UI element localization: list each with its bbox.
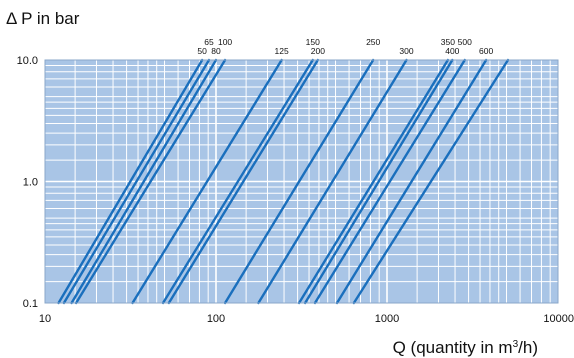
series-line-400 — [303, 58, 454, 305]
x-axis-label-suffix: /h) — [518, 338, 538, 357]
y-tick-labels: 0.1 1.0 10.0 — [17, 55, 38, 310]
plot-frame — [44, 59, 559, 304]
series-line-100 — [74, 58, 227, 305]
y-tick-label: 0.1 — [23, 298, 38, 310]
series-label-100: 100 — [218, 37, 232, 47]
series-line-500 — [313, 58, 466, 305]
series-line-65 — [62, 58, 211, 305]
series-label-65: 65 — [204, 37, 214, 47]
x-tick-labels: 10 100 1000 10000 — [39, 313, 574, 325]
x-tick-label: 1000 — [375, 313, 399, 325]
series-label-500: 500 — [458, 37, 472, 47]
series-label-150: 150 — [306, 37, 320, 47]
series-line-600 — [335, 58, 488, 305]
series-line-80 — [70, 58, 218, 305]
series-line-150 — [161, 58, 314, 305]
y-tick-label: 10.0 — [17, 55, 38, 67]
x-axis-label-prefix: Q (quantity in m — [393, 338, 513, 357]
x-tick-label: 10000 — [543, 313, 574, 325]
y-tick-label: 1.0 — [23, 177, 38, 189]
series-lines — [57, 58, 510, 305]
series-label-400: 400 — [445, 46, 459, 56]
x-axis-label: Q (quantity in m3/h) — [393, 338, 538, 357]
plot-area — [44, 58, 559, 305]
series-label-350: 350 — [441, 37, 455, 47]
x-axis-label-sup: 3 — [513, 339, 519, 350]
series-label-300: 300 — [399, 46, 413, 56]
series-label-600: 600 — [479, 46, 493, 56]
series-line-350 — [297, 58, 450, 305]
series-label-125: 125 — [275, 46, 289, 56]
series-line-125 — [131, 58, 283, 305]
series-label-250: 250 — [366, 37, 380, 47]
x-tick-label: 10 — [39, 313, 51, 325]
series-line-50 — [57, 58, 204, 305]
grid — [45, 60, 558, 303]
series-line-250 — [223, 58, 375, 305]
series-label-200: 200 — [311, 46, 325, 56]
series-label-80: 80 — [211, 46, 221, 56]
series-line — [352, 58, 510, 305]
series-line-200 — [167, 58, 320, 305]
y-axis-label: Δ P in bar — [6, 9, 80, 28]
series-line-300 — [257, 58, 408, 305]
series-label-50: 50 — [197, 46, 207, 56]
x-tick-label: 100 — [207, 313, 225, 325]
